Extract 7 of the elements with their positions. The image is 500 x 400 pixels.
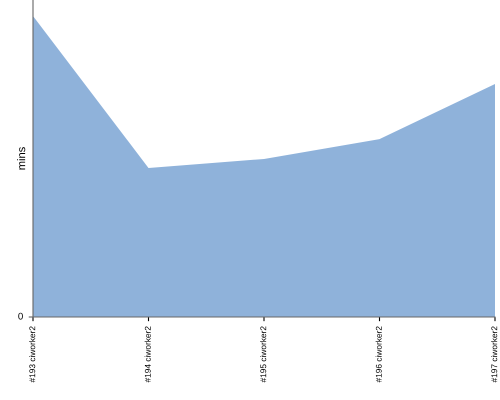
x-tick-label: #193 ciworker2 xyxy=(29,326,36,382)
x-tick-label: #195 ciworker2 xyxy=(260,326,266,382)
x-tick-label: #194 ciworker2 xyxy=(144,326,151,382)
y-axis-title: mins xyxy=(17,147,26,170)
text: 0 xyxy=(18,312,23,320)
x-tick-label: #196 ciworker2 xyxy=(376,326,382,382)
x-tick-label: #197 ciworker2 xyxy=(491,326,498,382)
